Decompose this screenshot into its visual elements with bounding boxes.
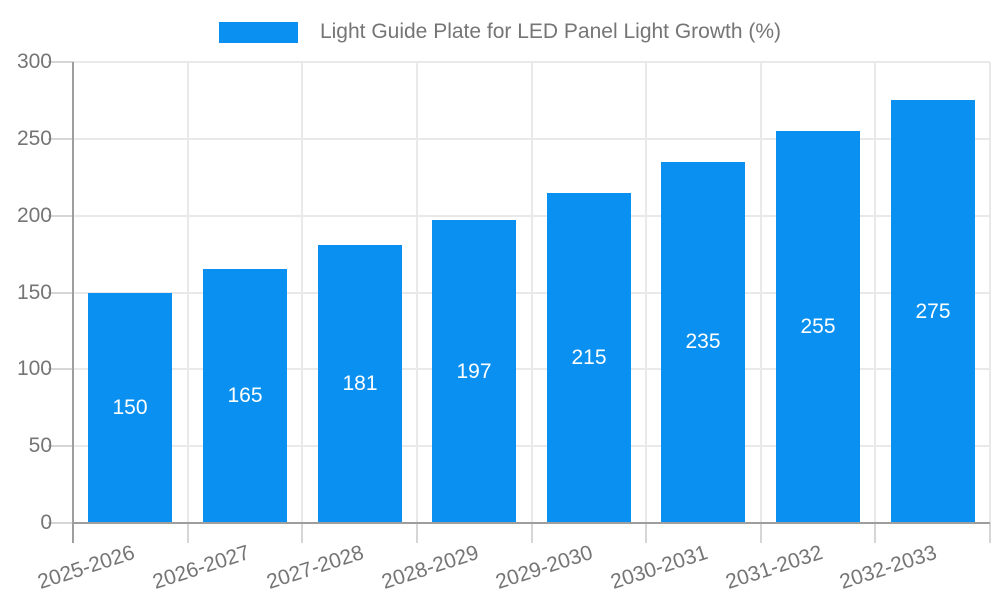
legend-label[interactable]: Light Guide Plate for LED Panel Light Gr… [319, 20, 782, 43]
x-axis-tick [186, 523, 189, 543]
y-axis-label: 250 [16, 126, 52, 150]
bar[interactable]: 197 [432, 220, 516, 523]
x-axis-label: 2025-2026 [34, 541, 138, 594]
x-gridline [186, 62, 189, 523]
x-gridline [301, 62, 304, 523]
x-gridline [415, 62, 418, 523]
x-axis-tick [874, 523, 877, 543]
y-axis-label: 150 [16, 280, 52, 304]
y-axis-tick [48, 214, 73, 217]
bar[interactable]: 275 [891, 100, 975, 523]
x-axis-label: 2031-2032 [722, 541, 826, 594]
y-axis-tick [48, 522, 73, 524]
chart-legend[interactable]: Light Guide Plate for LED Panel Light Gr… [0, 20, 1000, 44]
x-axis-label: 2028-2029 [378, 541, 482, 594]
bar-value-label: 235 [685, 330, 721, 354]
bar[interactable]: 215 [547, 192, 631, 523]
x-gridline [530, 62, 533, 523]
bar[interactable]: 150 [88, 292, 172, 523]
x-axis-line [72, 522, 990, 524]
bar[interactable]: 235 [661, 161, 745, 523]
x-axis-tick [989, 523, 991, 543]
x-axis-tick [415, 523, 418, 543]
bar[interactable]: 255 [776, 131, 860, 523]
bar[interactable]: 181 [318, 244, 402, 523]
x-axis-label: 2032-2033 [837, 541, 940, 594]
y-axis-label: 0 [40, 511, 52, 534]
bar-value-label: 165 [227, 384, 263, 408]
y-axis-tick [48, 137, 73, 140]
bar-value-label: 215 [571, 345, 607, 369]
y-axis-tick [48, 368, 73, 371]
bar-value-label: 150 [112, 395, 148, 419]
y-axis-label: 100 [16, 357, 52, 381]
x-axis-label: 2029-2030 [493, 541, 596, 594]
x-axis-tick [645, 523, 648, 543]
x-axis-label: 2026-2027 [149, 541, 253, 594]
bar-value-label: 255 [800, 315, 836, 339]
y-axis-line [72, 62, 74, 543]
y-axis-tick [48, 291, 73, 294]
y-axis-label: 200 [16, 203, 52, 227]
x-gridline [759, 62, 762, 523]
bar[interactable]: 165 [203, 269, 287, 523]
bar-value-label: 197 [456, 359, 492, 383]
x-axis-tick [759, 523, 762, 543]
x-axis-label: 2030-2031 [607, 541, 711, 594]
x-gridline [874, 62, 877, 523]
x-gridline [645, 62, 648, 523]
y-axis-tick [48, 445, 73, 448]
x-gridline [989, 62, 991, 523]
y-axis-label: 300 [16, 50, 52, 73]
y-axis-label: 50 [28, 434, 52, 458]
x-axis-label: 2027-2028 [264, 541, 367, 594]
x-axis-tick [530, 523, 533, 543]
y-axis-tick [48, 61, 73, 63]
bar-value-label: 275 [915, 299, 951, 323]
x-axis-tick [301, 523, 304, 543]
bar-value-label: 181 [342, 371, 378, 395]
legend-swatch[interactable] [218, 21, 298, 43]
